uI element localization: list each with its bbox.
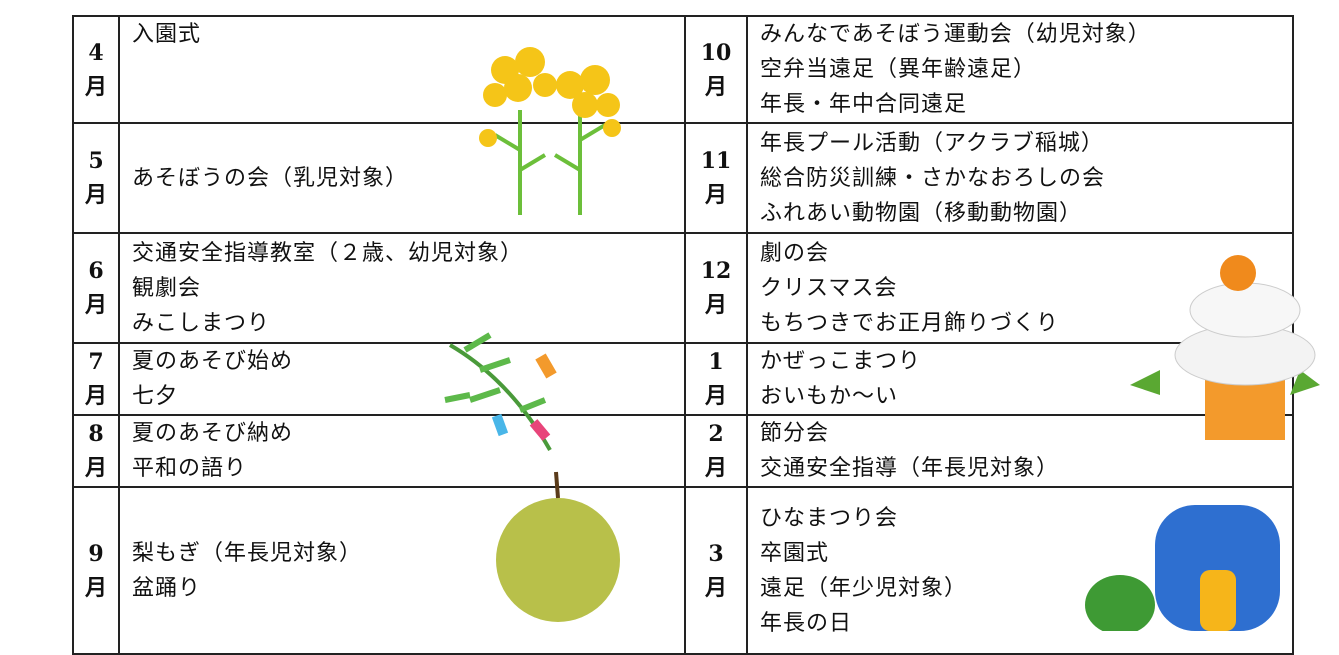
events-cell: 夏のあそび始め 七夕 xyxy=(118,342,686,416)
month-cell: 10 月 xyxy=(684,15,748,124)
table-row: 5 月あそぼうの会（乳児対象） 11 月年長プール活動（アクラブ稲城） 総合防災訓練・さ… xyxy=(72,122,1294,234)
month-cell: 11 月 xyxy=(684,122,748,234)
month-label: 4 xyxy=(88,39,104,66)
month-label: 月 xyxy=(84,182,107,208)
event: おいもか～い xyxy=(760,384,899,409)
events-cell: 入園式 xyxy=(118,15,686,124)
events-cell: あそぼうの会（乳児対象） xyxy=(118,122,686,234)
events-cell: 夏のあそび納め 平和の語り xyxy=(118,414,686,488)
event: 七夕 xyxy=(132,384,179,409)
month-label: 月 xyxy=(704,182,727,208)
event: 交通安全指導教室（２歳、幼児対象） xyxy=(132,240,524,266)
table-row: 9 月梨もぎ（年長児対象） 盆踊り 3 月ひなまつり会 卒園式 遠足（年少児対象） 年長の日 xyxy=(72,486,1294,655)
month-label: 1 xyxy=(708,349,724,375)
month-label: 9 xyxy=(88,540,104,567)
event: 年長プール活動（アクラブ稲城） xyxy=(760,130,1104,156)
table-row: 8 月夏のあそび納め 平和の語り 2 月節分会 交通安全指導（年長児対象） xyxy=(72,414,1294,488)
month-label: 月 xyxy=(704,73,727,100)
event: 劇の会 xyxy=(760,240,830,266)
table-row: 6 月交通安全指導教室（２歳、幼児対象） 観劇会 みこしまつり 12 月劇の会 クリスマス会… xyxy=(72,232,1294,344)
month-label: 3 xyxy=(708,540,724,567)
event: 年長の日 xyxy=(760,610,853,636)
month-label: 2 xyxy=(708,421,724,447)
page: 4 月入園式 10 月みんなであそぼう運動会（幼児対象） 空弁当遠足（異年齢遠足） 年長・… xyxy=(72,15,1320,655)
month-label: 6 xyxy=(88,258,104,284)
events-cell: みんなであそぼう運動会（幼児対象） 空弁当遠足（異年齢遠足） 年長・年中合同遠足 xyxy=(746,15,1294,124)
month-label: 5 xyxy=(88,148,104,174)
events-cell: 交通安全指導教室（２歳、幼児対象） 観劇会みこしまつり xyxy=(118,232,686,344)
month-label: 月 xyxy=(704,574,727,601)
event: 交通安全指導（年長児対象） xyxy=(760,456,1060,481)
event: みんなであそぼう運動会（幼児対象） xyxy=(760,22,1151,47)
event: 梨もぎ（年長児対象） xyxy=(132,540,363,566)
events-cell: 劇の会クリスマス会もちつきでお正月飾りづくり xyxy=(746,232,1294,344)
event: 観劇会 xyxy=(132,275,202,301)
events-cell: ひなまつり会 卒園式遠足（年少児対象） 年長の日 xyxy=(746,486,1294,655)
month-label: 月 xyxy=(84,574,107,601)
month-label: 12 xyxy=(700,258,732,284)
table-row: 4 月入園式 10 月みんなであそぼう運動会（幼児対象） 空弁当遠足（異年齢遠足） 年長・… xyxy=(72,15,1294,124)
month-label: 月 xyxy=(704,455,727,481)
event: あそぼうの会（乳児対象） xyxy=(132,165,409,191)
month-label: 月 xyxy=(84,383,107,409)
table-row: 7 月夏のあそび始め 七夕 1 月かぜっこまつり おいもか～い xyxy=(72,342,1294,416)
month-label: 月 xyxy=(84,455,107,481)
event: 入園式 xyxy=(132,22,202,47)
events-cell: 年長プール活動（アクラブ稲城） 総合防災訓練・さかなおろしの会 ふれあい動物園（移動… xyxy=(746,122,1294,234)
month-label: 10 xyxy=(700,39,732,66)
event: クリスマス会 xyxy=(760,275,898,301)
event: 空弁当遠足（異年齢遠足） xyxy=(760,57,1037,82)
event: 盆踊り xyxy=(132,575,202,601)
month-cell: 12 月 xyxy=(684,232,748,344)
event: 総合防災訓練・さかなおろしの会 xyxy=(760,165,1106,191)
event: 遠足（年少児対象） xyxy=(760,575,968,601)
event: 年長・年中合同遠足 xyxy=(760,92,968,117)
month-label: 8 xyxy=(88,421,104,447)
month-label: 月 xyxy=(704,292,727,318)
event: もちつきでお正月飾りづくり xyxy=(760,310,1060,336)
events-cell: 節分会交通安全指導（年長児対象） xyxy=(746,414,1294,488)
event: 節分会 xyxy=(760,421,830,446)
event: ひなまつり会 xyxy=(760,505,899,531)
events-cell: 梨もぎ（年長児対象） 盆踊り xyxy=(118,486,686,655)
month-label: 7 xyxy=(88,349,104,375)
month-label: 11 xyxy=(700,148,732,174)
event: みこしまつり xyxy=(132,310,271,336)
month-label: 月 xyxy=(704,383,727,409)
schedule-table: 4 月入園式 10 月みんなであそぼう運動会（幼児対象） 空弁当遠足（異年齢遠足） 年長・… xyxy=(72,15,1294,655)
event: 夏のあそび納め xyxy=(132,421,294,446)
event: 平和の語り xyxy=(132,456,248,481)
events-cell: かぜっこまつり おいもか～い xyxy=(746,342,1294,416)
month-label: 月 xyxy=(84,292,107,318)
event: 卒園式 xyxy=(760,540,830,566)
event: 夏のあそび始め xyxy=(132,349,294,374)
month-label: 月 xyxy=(84,73,107,100)
event: ふれあい動物園（移動動物園） xyxy=(760,200,1083,226)
event: かぜっこまつり xyxy=(760,349,922,374)
